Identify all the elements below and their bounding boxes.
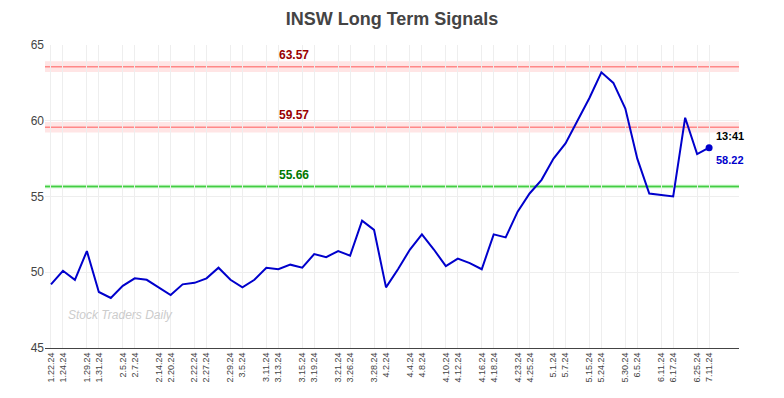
svg-text:3.5.24: 3.5.24 [237,353,247,378]
svg-text:Stock Traders Daily: Stock Traders Daily [68,308,173,322]
svg-text:7.11.24: 7.11.24 [704,353,714,382]
svg-text:6.5.24: 6.5.24 [632,353,642,378]
svg-text:3.21.24: 3.21.24 [333,353,343,383]
svg-text:5.1.24: 5.1.24 [548,353,558,378]
svg-text:2.20.24: 2.20.24 [166,353,176,383]
svg-text:4.25.24: 4.25.24 [525,353,535,383]
svg-text:6.17.24: 6.17.24 [668,353,678,383]
svg-text:1.22.24: 1.22.24 [46,353,56,383]
svg-text:4.12.24: 4.12.24 [453,353,463,383]
svg-text:2.29.24: 2.29.24 [225,353,235,383]
svg-text:1.31.24: 1.31.24 [94,353,104,383]
svg-text:6.11.24: 6.11.24 [656,353,666,382]
svg-text:2.5.24: 2.5.24 [118,353,128,378]
svg-text:5.24.24: 5.24.24 [596,353,606,383]
svg-text:60: 60 [31,114,45,128]
svg-text:55.66: 55.66 [279,168,309,182]
svg-text:65: 65 [31,38,45,52]
svg-text:2.7.24: 2.7.24 [130,353,140,378]
svg-text:4.4.24: 4.4.24 [405,353,415,378]
svg-text:4.2.24: 4.2.24 [381,353,391,378]
svg-text:13:41: 13:41 [716,130,744,142]
svg-text:5.30.24: 5.30.24 [620,353,630,383]
svg-text:6.25.24: 6.25.24 [692,353,702,383]
svg-text:1.24.24: 1.24.24 [58,353,68,383]
svg-text:2.14.24: 2.14.24 [154,353,164,383]
svg-text:4.16.24: 4.16.24 [477,353,487,383]
svg-text:59.57: 59.57 [279,108,309,122]
svg-text:3.26.24: 3.26.24 [345,353,355,383]
svg-text:3.28.24: 3.28.24 [369,353,379,383]
svg-text:INSW Long Term Signals: INSW Long Term Signals [286,9,499,29]
svg-text:3.11.24: 3.11.24 [261,353,271,382]
svg-text:4.8.24: 4.8.24 [417,353,427,378]
svg-text:4.10.24: 4.10.24 [441,353,451,383]
svg-text:4.18.24: 4.18.24 [489,353,499,383]
svg-text:3.13.24: 3.13.24 [273,353,283,383]
svg-text:55: 55 [31,190,45,204]
svg-text:3.19.24: 3.19.24 [309,353,319,383]
svg-text:45: 45 [31,341,45,355]
svg-text:2.27.24: 2.27.24 [201,353,211,383]
svg-text:4.23.24: 4.23.24 [513,353,523,383]
svg-text:58.22: 58.22 [716,154,744,166]
svg-text:50: 50 [31,265,45,279]
svg-text:5.15.24: 5.15.24 [584,353,594,383]
svg-text:3.15.24: 3.15.24 [297,353,307,383]
svg-text:1.29.24: 1.29.24 [82,353,92,383]
svg-text:2.22.24: 2.22.24 [189,353,199,383]
svg-text:63.57: 63.57 [279,48,309,62]
svg-text:5.7.24: 5.7.24 [560,353,570,378]
